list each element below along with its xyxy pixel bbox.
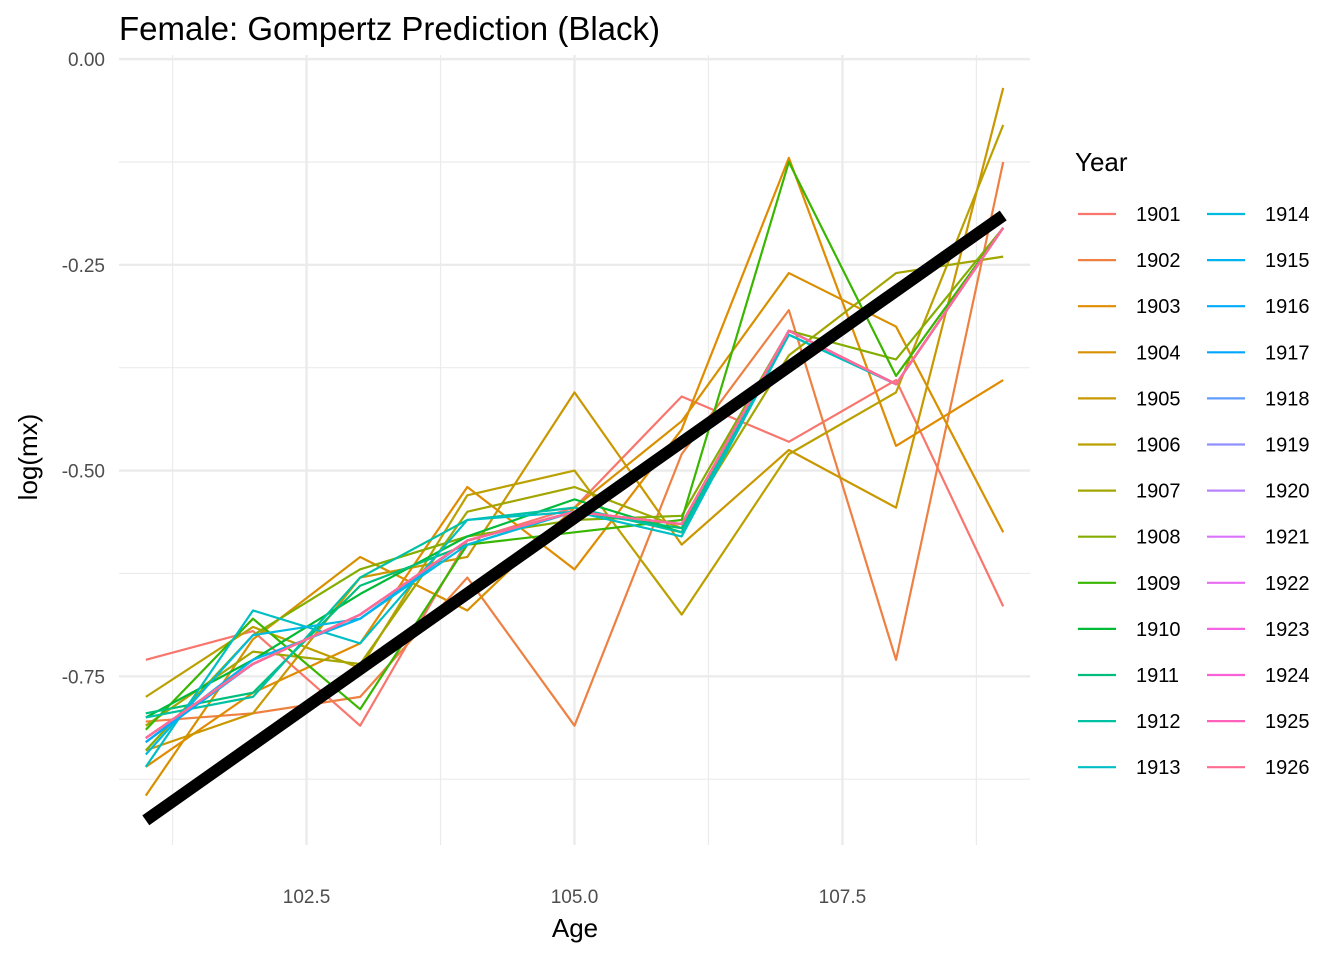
- legend-label: 1907: [1136, 481, 1181, 503]
- legend-label: 1914: [1265, 204, 1310, 226]
- gompertz-prediction-line: [142, 210, 1007, 826]
- legend-label: 1915: [1265, 250, 1310, 272]
- legend-item-1925: 1925: [1207, 711, 1310, 733]
- legend-title: Year: [1075, 147, 1128, 177]
- legend-label: 1922: [1265, 573, 1310, 595]
- legend-item-1922: 1922: [1207, 573, 1310, 595]
- legend-label: 1910: [1136, 619, 1181, 641]
- series-line-1902: [145, 161, 1005, 727]
- legend-item-1923: 1923: [1207, 619, 1310, 641]
- x-tick-label: 105.0: [551, 887, 599, 908]
- x-tick-label: 107.5: [819, 887, 867, 908]
- x-axis-ticks: 102.5 105.0 107.5: [283, 887, 866, 908]
- legend-item-1909: 1909: [1078, 573, 1181, 595]
- legend-item-1911: 1911: [1078, 665, 1179, 687]
- prediction-line: [142, 210, 1007, 826]
- legend-label: 1919: [1265, 435, 1310, 457]
- legend-item-1913: 1913: [1078, 757, 1181, 779]
- series-line-1906: [145, 124, 1005, 698]
- legend-item-1914: 1914: [1207, 204, 1310, 226]
- legend-label: 1920: [1265, 481, 1310, 503]
- legend-label: 1911: [1136, 665, 1179, 687]
- y-tick-label: -0.75: [62, 667, 105, 688]
- legend-item-1917: 1917: [1207, 342, 1310, 364]
- legend-item-1906: 1906: [1078, 435, 1181, 457]
- legend-item-1908: 1908: [1078, 527, 1181, 549]
- legend-item-1905: 1905: [1078, 388, 1181, 410]
- legend-item-1920: 1920: [1207, 481, 1310, 503]
- legend-item-1902: 1902: [1078, 250, 1181, 272]
- legend-label: 1905: [1136, 388, 1181, 410]
- y-tick-label: -0.50: [62, 462, 105, 483]
- legend-item-1907: 1907: [1078, 481, 1181, 503]
- x-tick-label: 102.5: [283, 887, 331, 908]
- legend-item-1901: 1901: [1078, 204, 1181, 226]
- legend-item-1904: 1904: [1078, 342, 1181, 364]
- legend-item-1918: 1918: [1207, 388, 1310, 410]
- legend-label: 1917: [1265, 342, 1310, 364]
- legend-label: 1909: [1136, 573, 1181, 595]
- legend-label: 1925: [1265, 711, 1310, 733]
- legend-item-1919: 1919: [1207, 435, 1310, 457]
- legend-item-1926: 1926: [1207, 757, 1310, 779]
- legend-label: 1912: [1136, 711, 1181, 733]
- legend-label: 1924: [1265, 665, 1310, 687]
- legend-item-1903: 1903: [1078, 296, 1181, 318]
- legend-label: 1926: [1265, 757, 1310, 779]
- legend-item-1921: 1921: [1207, 527, 1310, 549]
- legend-label: 1906: [1136, 435, 1181, 457]
- legend-label: 1903: [1136, 296, 1181, 318]
- legend-item-1924: 1924: [1207, 665, 1310, 687]
- series-line-1905: [145, 87, 1005, 752]
- legend-label: 1916: [1265, 296, 1310, 318]
- y-tick-label: 0.00: [68, 50, 105, 71]
- legend-label: 1904: [1136, 342, 1181, 364]
- legend-item-1916: 1916: [1207, 296, 1310, 318]
- legend-label: 1921: [1265, 527, 1310, 549]
- x-axis-title: Age: [552, 913, 598, 943]
- legend-label: 1913: [1136, 757, 1181, 779]
- legend-label: 1902: [1136, 250, 1181, 272]
- legend-item-1912: 1912: [1078, 711, 1181, 733]
- legend-label: 1901: [1136, 204, 1181, 226]
- legend-item-1910: 1910: [1078, 619, 1181, 641]
- legend-label: 1923: [1265, 619, 1310, 641]
- y-axis-ticks: 0.00 -0.25 -0.50 -0.75: [62, 50, 105, 688]
- series-line-1909: [145, 160, 1005, 731]
- legend-label: 1918: [1265, 388, 1310, 410]
- legend: 1901 1902 1903 1904 1905 1906 1907 1908 1909 1910…: [1078, 204, 1310, 779]
- y-axis-title: log(mx): [13, 414, 43, 501]
- y-tick-label: -0.25: [62, 256, 105, 277]
- legend-item-1915: 1915: [1207, 250, 1310, 272]
- chart-title: Female: Gompertz Prediction (Black): [119, 10, 660, 47]
- legend-label: 1908: [1136, 527, 1181, 549]
